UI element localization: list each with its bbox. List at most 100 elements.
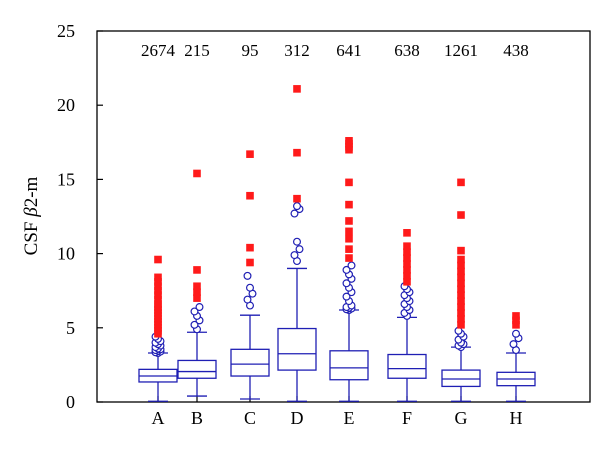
- extreme-outlier-point: [457, 255, 465, 264]
- interquartile-box: [177, 359, 217, 379]
- outlier-point: [347, 261, 356, 270]
- extreme-outlier-point: [293, 194, 301, 203]
- outlier-point: [511, 329, 520, 338]
- extreme-outlier-point: [246, 258, 254, 267]
- box-F: [387, 229, 427, 402]
- extreme-outlier-point: [457, 297, 465, 305]
- box-H: [496, 312, 536, 402]
- sample-count-label: 641: [336, 41, 362, 60]
- y-tick-label: 15: [57, 169, 75, 189]
- extreme-outlier-point: [246, 150, 254, 158]
- interquartile-box: [277, 327, 317, 371]
- outlier-point: [293, 237, 302, 246]
- count-labels: 2674 215 95 312 641 638 1261 438: [141, 41, 529, 60]
- extreme-outlier-point: [154, 282, 162, 291]
- extreme-outlier-point: [403, 260, 411, 268]
- extreme-outlier-point: [154, 273, 162, 282]
- extreme-outlier-point: [457, 291, 465, 299]
- outlier-point: [293, 202, 302, 211]
- x-tick-label: G: [455, 408, 468, 428]
- outlier-point: [246, 283, 255, 292]
- y-tick-label: 5: [66, 318, 75, 338]
- box-E: [329, 137, 369, 402]
- extreme-outlier-point: [403, 242, 411, 250]
- extreme-outlier-point: [154, 291, 162, 299]
- x-tick-label: F: [402, 408, 412, 428]
- box-B: [177, 169, 217, 397]
- sample-count-label: 2674: [141, 41, 176, 60]
- extreme-outlier-point: [246, 243, 254, 252]
- extreme-outlier-point: [457, 285, 465, 294]
- outlier-point: [290, 251, 299, 260]
- extreme-outlier-point: [457, 273, 465, 282]
- outlier-point: [243, 271, 252, 280]
- extreme-outlier-point: [193, 294, 201, 302]
- extreme-outlier-point: [457, 303, 465, 311]
- y-tick-label: 25: [57, 21, 75, 41]
- extreme-outlier-point: [345, 200, 353, 209]
- outlier-point: [295, 245, 304, 254]
- box-D: [277, 85, 317, 402]
- extreme-outlier-point: [457, 246, 465, 255]
- extreme-outlier-point: [512, 312, 520, 320]
- extreme-outlier-point: [345, 227, 353, 236]
- sample-count-label: 1261: [444, 41, 478, 60]
- extreme-outlier-point: [193, 169, 201, 178]
- extreme-outlier-point: [345, 217, 353, 225]
- outlier-point: [290, 209, 299, 218]
- extreme-outlier-point: [457, 309, 465, 317]
- sample-count-label: 438: [503, 41, 529, 60]
- extreme-outlier-point: [193, 282, 201, 291]
- extreme-outlier-point: [193, 266, 201, 274]
- extreme-outlier-point: [293, 148, 301, 157]
- x-tick-label: C: [244, 408, 256, 428]
- interquartile-box: [329, 350, 369, 381]
- y-axis: 0 5 10 15 20 25: [57, 21, 103, 412]
- extreme-outlier-point: [403, 272, 411, 280]
- extreme-outlier-point: [457, 315, 465, 323]
- outlier-point: [342, 279, 351, 288]
- extreme-outlier-point: [345, 234, 353, 243]
- x-tick-label: D: [291, 408, 304, 428]
- extreme-outlier-point: [457, 261, 465, 270]
- outlier-point: [195, 303, 204, 312]
- extreme-outlier-point: [403, 229, 411, 237]
- extreme-outlier-point: [345, 245, 353, 253]
- extreme-outlier-point: [457, 267, 465, 276]
- sample-count-label: 215: [184, 41, 210, 60]
- box-series: [138, 85, 536, 402]
- outlier-point: [190, 307, 199, 316]
- sample-count-label: 312: [284, 41, 310, 60]
- extreme-outlier-point: [512, 316, 520, 325]
- x-tick-label: A: [152, 408, 165, 428]
- extreme-outlier-point: [154, 300, 162, 308]
- extreme-outlier-point: [154, 295, 162, 304]
- extreme-outlier-point: [154, 286, 162, 295]
- extreme-outlier-point: [403, 277, 411, 286]
- interquartile-box: [387, 353, 427, 379]
- interquartile-box: [230, 348, 270, 377]
- y-axis-title: CSF β2-m: [21, 176, 42, 255]
- plot-frame: [96, 30, 591, 403]
- outlier-point: [509, 340, 518, 349]
- extreme-outlier-point: [193, 288, 201, 296]
- box-G: [441, 178, 481, 402]
- extreme-outlier-point: [457, 178, 465, 187]
- x-tick-label: H: [510, 408, 523, 428]
- extreme-outlier-point: [403, 248, 411, 256]
- extreme-outlier-point: [293, 85, 301, 93]
- extreme-outlier-point: [345, 254, 353, 262]
- x-axis: A B C D E F G H: [152, 396, 523, 428]
- extreme-outlier-point: [457, 279, 465, 288]
- outlier-point: [190, 320, 199, 329]
- extreme-outlier-point: [345, 178, 353, 187]
- extreme-outlier-point: [154, 255, 162, 264]
- extreme-outlier-point: [457, 321, 465, 329]
- outlier-point: [342, 265, 351, 274]
- y-tick-label: 20: [57, 95, 75, 115]
- x-tick-label: E: [344, 408, 355, 428]
- extreme-outlier-point: [345, 137, 353, 145]
- extreme-outlier-point: [512, 321, 520, 329]
